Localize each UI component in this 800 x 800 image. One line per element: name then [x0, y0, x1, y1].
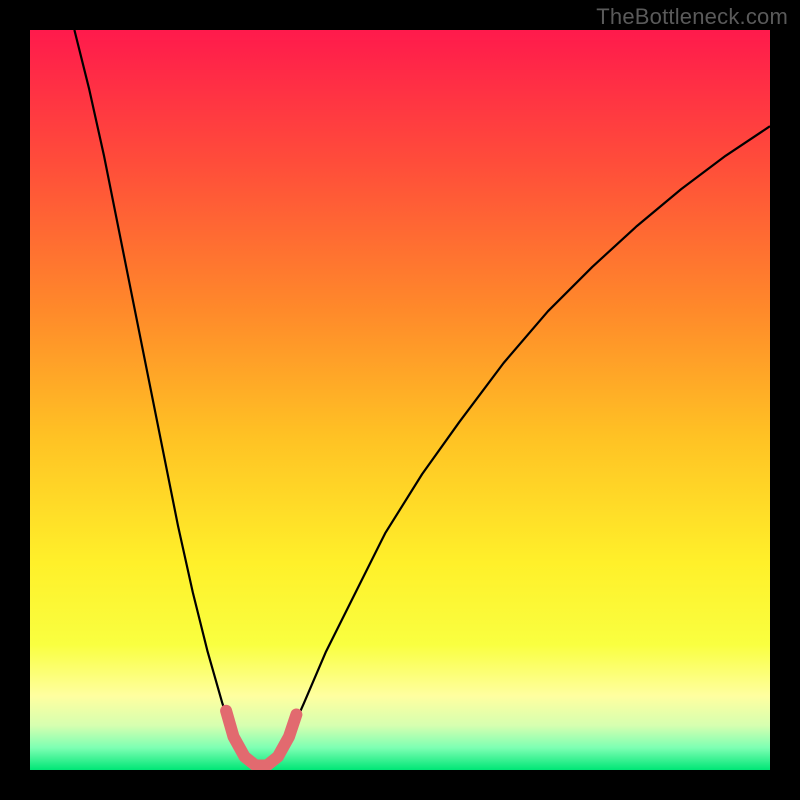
- gradient-background: [30, 30, 770, 770]
- plot-area: [30, 30, 770, 770]
- chart-container: TheBottleneck.com: [0, 0, 800, 800]
- watermark-text: TheBottleneck.com: [596, 4, 788, 30]
- bottleneck-chart: [30, 30, 770, 770]
